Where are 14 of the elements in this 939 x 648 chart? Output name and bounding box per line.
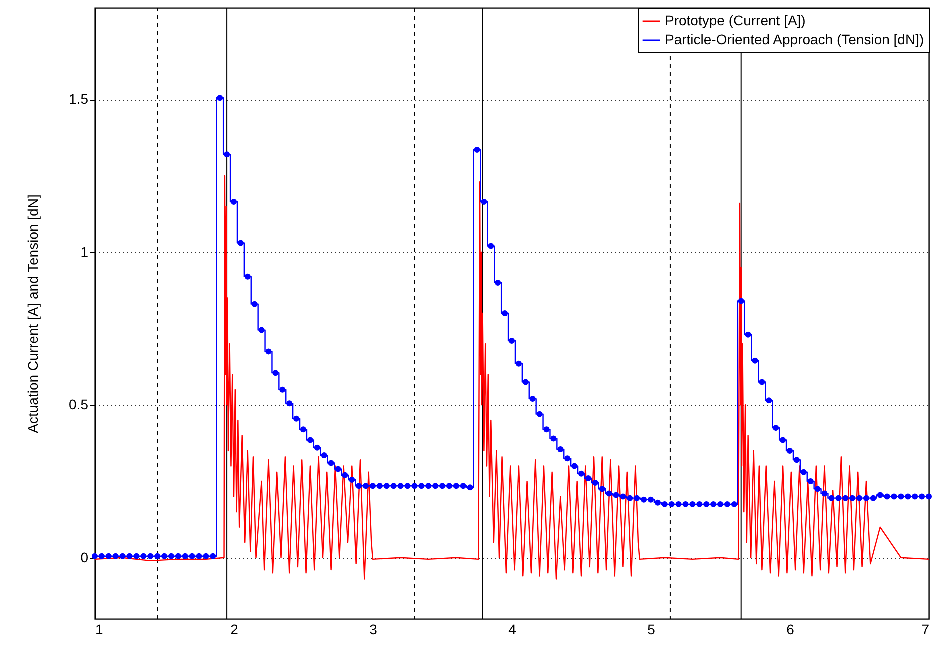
legend-label: Particle-Oriented Approach (Tension [dN]) [665, 32, 924, 48]
y-tick-label: 1 [80, 244, 89, 260]
x-tick-label: 6 [786, 622, 795, 638]
x-tick-label: 5 [648, 622, 656, 638]
y-axis-title: Actuation Current [A] and Tension [dN] [25, 194, 42, 434]
x-tick-label: 1 [96, 622, 104, 638]
x-tick-label: 7 [922, 622, 930, 638]
y-tick-label: 1.5 [69, 91, 89, 108]
x-tick-label: 4 [508, 622, 517, 638]
x-tick-label: 3 [370, 622, 378, 638]
y-tick-label: 0 [80, 549, 89, 566]
y-tick-label: 0.5 [69, 396, 89, 413]
legend-label: Prototype (Current [A]) [665, 12, 806, 28]
x-tick-label: 2 [230, 622, 239, 638]
